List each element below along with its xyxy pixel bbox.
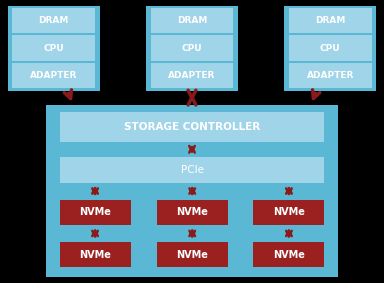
Bar (151, 8, 233, 33)
Bar (253, 242, 324, 267)
Bar (146, 6, 238, 91)
Bar (12, 63, 95, 88)
Text: NVMe: NVMe (176, 207, 208, 217)
Bar (151, 35, 233, 61)
Bar (289, 35, 372, 61)
Text: DRAM: DRAM (315, 16, 346, 25)
Bar (46, 105, 338, 277)
Bar (60, 242, 131, 267)
Text: CPU: CPU (43, 44, 64, 53)
Text: PCIe: PCIe (180, 165, 204, 175)
Text: CPU: CPU (320, 44, 341, 53)
Bar (8, 6, 100, 91)
Bar (289, 8, 372, 33)
Text: NVMe: NVMe (176, 250, 208, 260)
Text: ADAPTER: ADAPTER (168, 71, 216, 80)
Bar (12, 8, 95, 33)
Bar (157, 242, 228, 267)
Bar (12, 35, 95, 61)
Text: DRAM: DRAM (177, 16, 207, 25)
Bar (289, 63, 372, 88)
Bar (60, 200, 131, 225)
Bar (253, 200, 324, 225)
Text: NVMe: NVMe (273, 207, 305, 217)
Text: ADAPTER: ADAPTER (30, 71, 78, 80)
Text: ADAPTER: ADAPTER (306, 71, 354, 80)
Text: CPU: CPU (182, 44, 202, 53)
Text: NVMe: NVMe (79, 250, 111, 260)
Bar (157, 200, 228, 225)
Text: STORAGE CONTROLLER: STORAGE CONTROLLER (124, 122, 260, 132)
Text: NVMe: NVMe (79, 207, 111, 217)
Text: DRAM: DRAM (38, 16, 69, 25)
Bar (60, 112, 324, 142)
Bar (151, 63, 233, 88)
Bar (284, 6, 376, 91)
Text: NVMe: NVMe (273, 250, 305, 260)
Bar (60, 157, 324, 183)
